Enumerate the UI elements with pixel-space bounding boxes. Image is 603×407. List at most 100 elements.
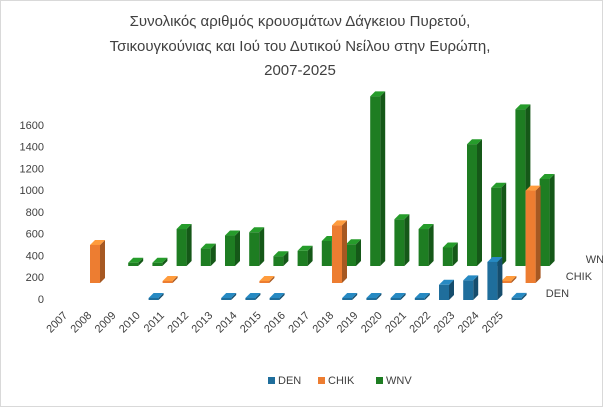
bar-side — [473, 275, 479, 300]
bar-top — [390, 293, 406, 298]
bar-top — [463, 275, 479, 281]
bar-top — [501, 276, 517, 281]
bar-front — [148, 298, 159, 300]
bar-front — [332, 225, 342, 283]
bar-front — [245, 298, 256, 300]
y-tick-label: 1600 — [20, 120, 44, 132]
bar-side — [501, 182, 507, 266]
bar-front — [269, 298, 280, 300]
bar-front — [273, 256, 284, 266]
legend-swatch — [268, 377, 275, 384]
bar-top — [346, 239, 361, 245]
bar — [162, 276, 178, 283]
bar — [332, 220, 347, 283]
bar-side — [158, 293, 164, 300]
bar-side — [210, 243, 216, 266]
bar-top — [332, 220, 347, 226]
bar-side — [497, 256, 503, 300]
bar-front — [491, 187, 502, 266]
legend-label: DEN — [278, 375, 301, 387]
bar — [511, 292, 527, 300]
bar-front — [342, 298, 353, 300]
bar-side — [400, 293, 406, 300]
bar-side — [352, 293, 358, 300]
bar-side — [511, 276, 517, 283]
bar-side — [231, 293, 237, 300]
bar — [176, 224, 192, 266]
bar-top — [297, 245, 313, 251]
bar — [269, 293, 285, 300]
bar-front — [467, 144, 477, 266]
bar-top — [414, 293, 430, 298]
bar-top — [225, 230, 240, 236]
bar-side — [138, 257, 144, 266]
bar-front — [414, 298, 425, 300]
bar-side — [255, 293, 261, 300]
bar-side — [428, 224, 434, 266]
bar-top — [200, 243, 216, 249]
bar-side — [307, 245, 313, 266]
bar-side — [521, 292, 527, 300]
series-axis-label: CHIK — [566, 271, 593, 283]
bar-front — [463, 280, 474, 300]
y-tick-label: 200 — [26, 272, 44, 284]
bar-front — [346, 244, 356, 266]
bar — [525, 185, 541, 283]
bar-front — [525, 190, 536, 283]
bar-top — [366, 293, 382, 298]
bar-front — [366, 298, 377, 300]
legend-label: WNV — [386, 375, 412, 387]
bar-top — [487, 256, 503, 262]
bar-top — [148, 293, 164, 298]
bar-top — [162, 276, 178, 281]
bar-side — [342, 220, 347, 283]
legend-label: CHIK — [328, 375, 355, 387]
bar-side — [259, 227, 265, 266]
bar-top — [370, 91, 386, 97]
bar-top — [273, 251, 289, 257]
bar — [259, 276, 275, 283]
bar-side — [477, 139, 482, 266]
bar-side — [535, 185, 541, 283]
bar-front — [221, 298, 232, 300]
legend-swatch — [376, 377, 383, 384]
bar-side — [356, 239, 361, 266]
bar-front — [370, 96, 381, 266]
bar-top — [467, 139, 482, 145]
bar-front — [442, 247, 453, 266]
bar-side — [452, 242, 458, 266]
bar — [491, 182, 507, 266]
chart-title: Συνολικός αριθμός κρουσμάτων Δάγκειου Πυ… — [130, 13, 471, 30]
series-axis-label: DEN — [546, 288, 569, 300]
bar-top — [539, 174, 555, 179]
bar — [128, 257, 144, 266]
bar — [501, 276, 517, 283]
bar-side — [424, 293, 430, 300]
y-tick-label: 800 — [26, 207, 44, 219]
bar-top — [221, 293, 237, 298]
y-tick-label: 1000 — [20, 185, 44, 197]
bar-top — [394, 214, 410, 220]
bar-top — [511, 292, 527, 298]
bar-side — [549, 174, 555, 266]
bar — [148, 293, 164, 300]
y-tick-label: 1400 — [20, 142, 44, 154]
bar-front — [259, 281, 270, 283]
bar-top — [342, 293, 358, 298]
bar-side — [172, 276, 178, 283]
bar — [346, 239, 361, 266]
bar-top — [245, 293, 261, 298]
bar-side — [404, 214, 410, 266]
bar-side — [100, 239, 105, 283]
y-tick-label: 400 — [26, 250, 44, 262]
bar-front — [439, 284, 449, 300]
bar — [439, 279, 454, 300]
bar — [297, 245, 313, 266]
bar-side — [449, 279, 454, 300]
bar-front — [200, 248, 211, 266]
bar — [463, 275, 479, 300]
bar-front — [487, 261, 498, 300]
bar-top — [90, 239, 105, 245]
bar-front — [321, 240, 332, 266]
bar-front — [390, 298, 401, 300]
